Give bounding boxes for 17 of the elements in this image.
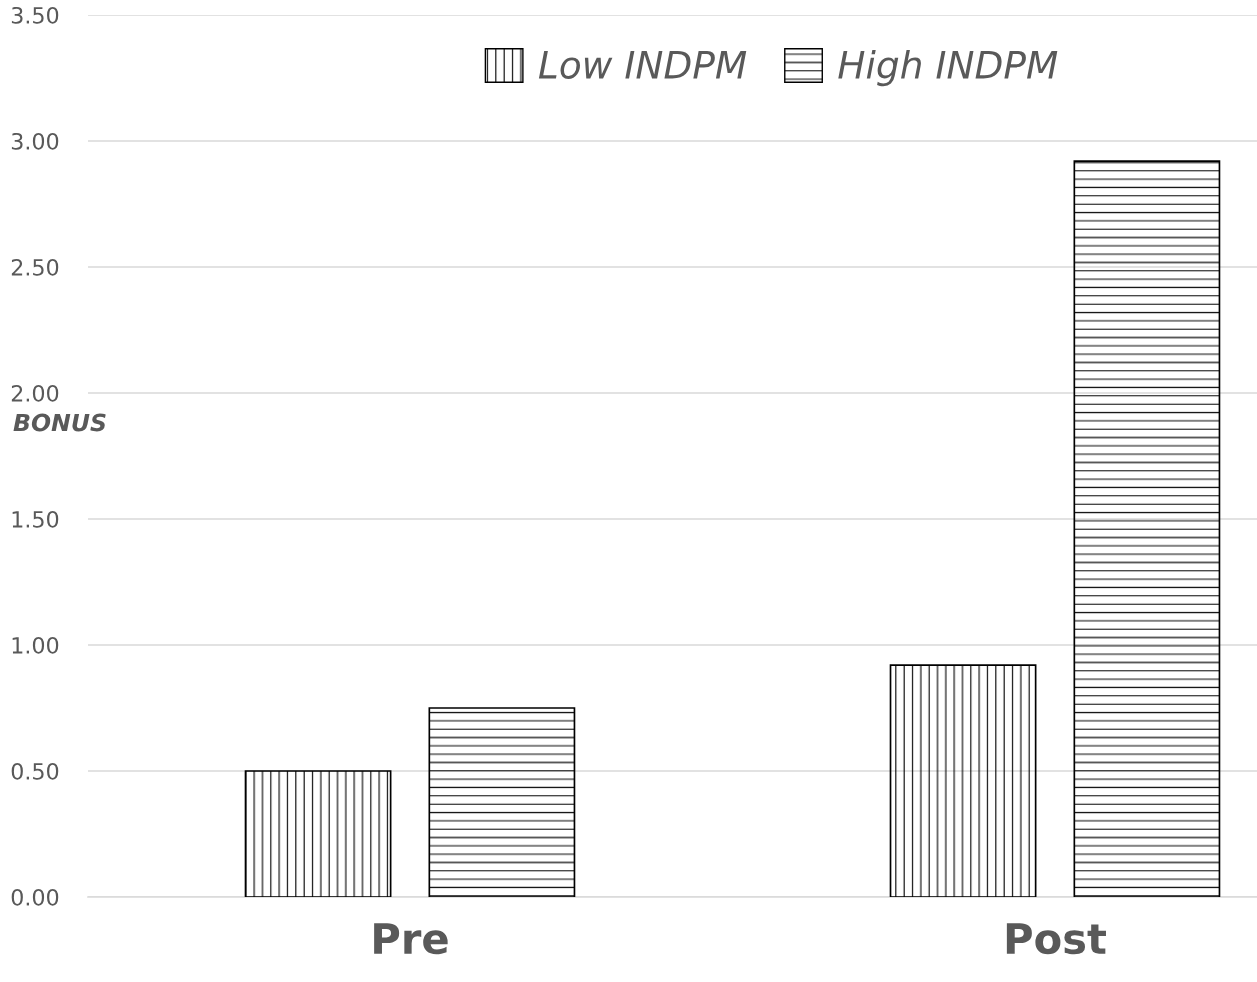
bar xyxy=(889,664,1037,897)
y-tick-label: 2.00 xyxy=(11,384,59,402)
y-tick-label: 0.50 xyxy=(11,762,59,780)
y-tick-label: 0.00 xyxy=(11,888,59,906)
bar xyxy=(1073,160,1221,897)
y-tick-label: 1.00 xyxy=(12,636,59,654)
x-tick-label: Pre xyxy=(374,923,448,955)
bar xyxy=(428,707,576,897)
y-tick-label: 1.50 xyxy=(12,510,59,528)
x-tick-label: Post xyxy=(1006,923,1106,955)
y-tick-label: 3.50 xyxy=(11,6,59,24)
legend-label: Low INDPM xyxy=(538,51,747,79)
legend-label: High INDPM xyxy=(838,49,1058,87)
bar xyxy=(244,770,392,897)
y-tick-label: 2.50 xyxy=(11,258,59,276)
y-tick-label: 3.00 xyxy=(11,132,59,150)
y-axis-title: BONUS xyxy=(13,413,106,432)
